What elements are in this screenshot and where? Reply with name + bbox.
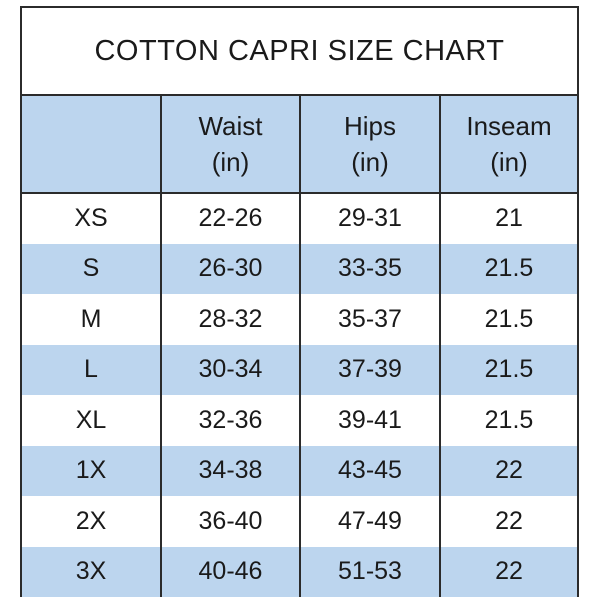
table-row: L 30-34 37-39 21.5	[22, 344, 577, 395]
table-row: S 26-30 33-35 21.5	[22, 243, 577, 294]
table-row: 2X 36-40 47-49 22	[22, 496, 577, 547]
size-cell: S	[82, 254, 100, 283]
hips-cell: 35-37	[299, 294, 440, 345]
waist-cell: 30-34	[160, 344, 300, 395]
inseam-cell: 21.5	[439, 344, 577, 395]
header-size	[22, 96, 161, 194]
header-inseam-label: Inseam	[466, 111, 552, 141]
hips-cell: 33-35	[299, 243, 440, 294]
table-row: 1X 34-38 43-45 22	[22, 445, 577, 496]
header-row: Waist (in) Hips (in) Inseam (in)	[22, 96, 577, 194]
header-waist-label: Waist	[198, 111, 263, 141]
hips-cell: 47-49	[299, 496, 440, 547]
size-cell: XL	[75, 405, 107, 434]
waist-cell: 36-40	[160, 496, 300, 547]
waist-cell: 28-32	[160, 294, 300, 345]
hips-cell: 37-39	[299, 344, 440, 395]
inseam-cell: 21	[439, 193, 577, 244]
hips-cell: 43-45	[299, 445, 440, 496]
waist-cell: 40-46	[160, 546, 300, 597]
waist-cell: 22-26	[160, 193, 300, 244]
inseam-cell: 22	[439, 496, 577, 547]
waist-cell: 34-38	[160, 445, 300, 496]
chart-title: COTTON CAPRI SIZE CHART	[22, 8, 577, 96]
size-table: Waist (in) Hips (in) Inseam (in) XS 22-2…	[22, 96, 577, 597]
inseam-cell: 21.5	[439, 243, 577, 294]
table-row: XL 32-36 39-41 21.5	[22, 395, 577, 446]
table-row: M 28-32 35-37 21.5	[22, 294, 577, 345]
header-waist-unit: (in)	[211, 147, 250, 177]
size-cell: XS	[74, 204, 108, 233]
table-row: XS 22-26 29-31 21	[22, 193, 577, 244]
header-hips: Hips (in)	[299, 96, 440, 194]
size-chart: COTTON CAPRI SIZE CHART Waist (in) Hips …	[20, 6, 579, 597]
header-inseam-unit: (in)	[490, 147, 528, 177]
waist-cell: 32-36	[160, 395, 300, 446]
size-cell: L	[84, 355, 98, 384]
inseam-cell: 22	[439, 546, 577, 597]
inseam-cell: 21.5	[439, 395, 577, 446]
table-row: 3X 40-46 51-53 22	[22, 546, 577, 597]
hips-cell: 29-31	[299, 193, 440, 244]
header-hips-unit: (in)	[351, 147, 389, 177]
hips-cell: 39-41	[299, 395, 440, 446]
size-cell: M	[80, 304, 102, 333]
waist-cell: 26-30	[160, 243, 300, 294]
size-cell: 2X	[75, 506, 107, 535]
inseam-cell: 21.5	[439, 294, 577, 345]
header-inseam: Inseam (in)	[439, 96, 577, 194]
size-cell: 3X	[75, 557, 107, 586]
header-hips-label: Hips	[343, 111, 396, 141]
header-waist: Waist (in)	[160, 96, 300, 194]
hips-cell: 51-53	[299, 546, 440, 597]
size-cell: 1X	[75, 456, 107, 485]
inseam-cell: 22	[439, 445, 577, 496]
